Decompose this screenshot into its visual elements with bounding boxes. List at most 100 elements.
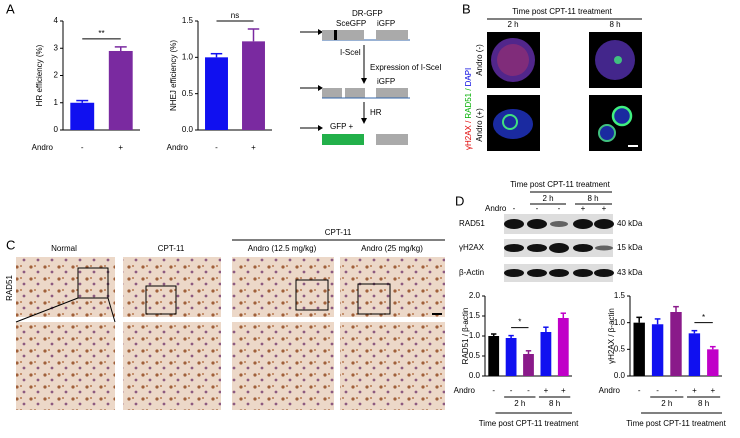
group-label: 8 h bbox=[698, 399, 709, 408]
bar bbox=[205, 57, 228, 131]
x-tick-label: - bbox=[527, 386, 530, 395]
x-axis-label: Andro bbox=[32, 143, 54, 152]
diagram-label: HR bbox=[370, 108, 382, 117]
group-label: 2 h bbox=[514, 399, 525, 408]
panel-letter: D bbox=[455, 193, 464, 208]
panel-b: Time post CPT-11 treatment 2 h 8 h Andro… bbox=[464, 7, 642, 151]
row-label: RAD51 bbox=[5, 275, 14, 301]
bar bbox=[505, 338, 517, 376]
header: Time post CPT-11 treatment bbox=[512, 7, 612, 16]
x-tick-label: + bbox=[118, 143, 123, 152]
column-label: Andro (25 mg/kg) bbox=[361, 244, 423, 253]
x-tick-label: - bbox=[638, 386, 641, 395]
andro-sign: + bbox=[602, 204, 607, 213]
x-tick-label: - bbox=[215, 143, 218, 152]
x-tick-label: + bbox=[544, 386, 549, 395]
row-label: Andro (-) bbox=[475, 44, 484, 76]
ihc-image bbox=[340, 322, 445, 410]
y-tick-label: 1 bbox=[54, 98, 59, 107]
significance: ns bbox=[231, 11, 239, 20]
x-tick-label: - bbox=[675, 386, 678, 395]
andro-sign: - bbox=[558, 204, 561, 213]
ihc-image bbox=[123, 257, 221, 317]
andro-sign: - bbox=[536, 204, 539, 213]
y-axis-label: NHEJ efficiency (%) bbox=[169, 40, 178, 111]
y-tick-label: 4 bbox=[54, 16, 59, 25]
ihc-image bbox=[232, 257, 334, 317]
bar bbox=[540, 332, 552, 376]
x-title: Time post CPT-11 treatment bbox=[626, 419, 726, 428]
blot-label: RAD51 bbox=[459, 219, 485, 228]
ihc-image bbox=[16, 257, 115, 317]
group-label: 8 h bbox=[549, 399, 560, 408]
stain: DAPI bbox=[464, 68, 473, 87]
x-tick-label: + bbox=[710, 386, 715, 395]
column-label: Normal bbox=[51, 244, 77, 253]
y-axis-label: HR efficiency (%) bbox=[35, 44, 44, 106]
bar bbox=[670, 312, 682, 376]
x-tick-label: - bbox=[656, 386, 659, 395]
blot-size: 43 kDa bbox=[617, 268, 643, 277]
y-tick-label: 0.5 bbox=[614, 344, 626, 353]
ihc-image bbox=[16, 322, 115, 410]
andro-sign: + bbox=[581, 204, 586, 213]
y-tick-label: 1.5 bbox=[182, 16, 194, 25]
panel-letter: B bbox=[462, 1, 471, 16]
y-axis-label: γH2AX / β-actin bbox=[607, 308, 616, 364]
x-axis-label: Andro bbox=[454, 386, 476, 395]
x-tick-label: + bbox=[251, 143, 256, 152]
bar bbox=[242, 41, 265, 131]
y-tick-label: 0.0 bbox=[614, 371, 626, 380]
y-tick-label: 0.0 bbox=[182, 125, 194, 134]
x-tick-label: - bbox=[81, 143, 84, 152]
column-label: 2 h bbox=[507, 20, 518, 29]
y-tick-label: 1.5 bbox=[614, 291, 626, 300]
stain: γH2AX / bbox=[464, 120, 473, 150]
ihc-image bbox=[123, 322, 221, 410]
group-label: CPT-11 bbox=[325, 228, 352, 237]
blot-size: 15 kDa bbox=[617, 243, 643, 252]
y-tick-label: 2 bbox=[54, 71, 59, 80]
column-label: 8 h bbox=[609, 20, 620, 29]
significance: ** bbox=[98, 29, 104, 38]
bar bbox=[688, 333, 701, 376]
x-axis-label: Andro bbox=[167, 143, 189, 152]
bar bbox=[633, 322, 645, 376]
x-tick-label: - bbox=[510, 386, 513, 395]
significance: * bbox=[702, 313, 705, 322]
panel-letter: C bbox=[6, 237, 15, 252]
x-title: Time post CPT-11 treatment bbox=[479, 419, 579, 428]
group-label: 2 h bbox=[542, 194, 553, 203]
x-tick-label: - bbox=[492, 386, 495, 395]
y-tick-label: 1.0 bbox=[469, 331, 481, 340]
diagram-label: iGFP bbox=[377, 77, 395, 86]
panel-d-blot: Time post CPT-11 treatment 2 h 8 h Andro… bbox=[459, 180, 643, 282]
diagram-label: iGFP bbox=[377, 19, 395, 28]
y-tick-label: 0.5 bbox=[182, 89, 194, 98]
column-label: Andro (12.5 mg/kg) bbox=[248, 244, 317, 253]
diagram-label: Expression of I-SceI bbox=[370, 63, 442, 72]
column-label: CPT-11 bbox=[158, 244, 185, 253]
y-tick-label: 1.0 bbox=[182, 52, 194, 61]
x-axis-label: Andro bbox=[599, 386, 621, 395]
diagram-label: GFP + bbox=[330, 122, 354, 131]
y-tick-label: 0 bbox=[54, 125, 59, 134]
y-tick-label: 0.0 bbox=[469, 371, 481, 380]
y-tick-label: 0.5 bbox=[469, 351, 481, 360]
panel-c: CPT-11 Normal CPT-11 Andro (12.5 mg/kg) … bbox=[5, 228, 445, 410]
panel-letter: A bbox=[6, 1, 15, 16]
y-axis-label: RAD51 / β-actin bbox=[461, 308, 470, 365]
significance: * bbox=[518, 318, 521, 327]
x-tick-label: + bbox=[561, 386, 566, 395]
ihc-image bbox=[232, 322, 334, 410]
stain: RAD51 / bbox=[464, 88, 473, 119]
row-label: Andro (+) bbox=[475, 108, 484, 142]
blot-label: γH2AX bbox=[459, 243, 485, 252]
diagram-label: I-SceI bbox=[340, 48, 361, 57]
andro-sign: - bbox=[513, 204, 516, 213]
header: Time post CPT-11 treatment bbox=[510, 180, 610, 189]
blot-label: β-Actin bbox=[459, 268, 484, 277]
bar bbox=[523, 354, 534, 376]
bar bbox=[70, 102, 95, 130]
